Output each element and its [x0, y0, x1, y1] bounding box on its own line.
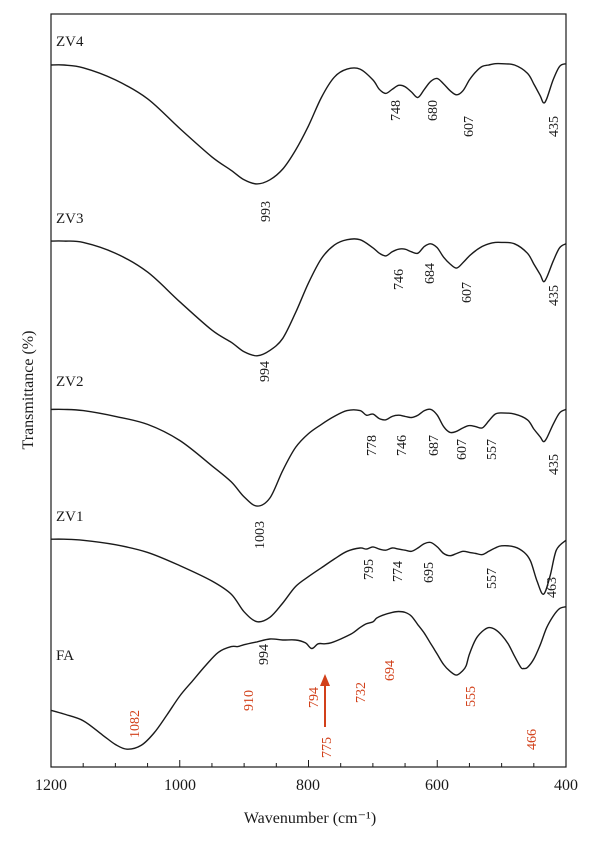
peak-label: 695: [422, 562, 437, 583]
spectra-curves: [50, 62, 567, 750]
curve-zv4: [50, 62, 567, 185]
peak-label: 435: [547, 454, 562, 475]
peak-label-fa: 555: [464, 686, 479, 707]
peak-label: 746: [392, 269, 407, 290]
curve-fa: [50, 606, 567, 750]
peak-label: 684: [423, 263, 438, 284]
peak-labels-zv4: 748 680 607 435 993: [259, 100, 562, 222]
peak-label-fa: 794: [307, 687, 322, 708]
series-label-fa: FA: [56, 648, 74, 664]
curve-zv2: [50, 408, 567, 507]
peak-label: 557: [485, 568, 500, 589]
curve-zv1: [50, 538, 567, 623]
series-label-zv2: ZV2: [56, 374, 84, 390]
peak-label-fa-arrow: 775: [320, 737, 335, 758]
peak-label: 748: [389, 100, 404, 121]
x-tick-label-400: 400: [554, 777, 578, 794]
peak-label: 994: [257, 644, 272, 665]
peak-label: 994: [258, 361, 273, 382]
x-axis-ticks: [50, 760, 567, 767]
series-labels: ZV4 ZV3 ZV2 ZV1 FA: [56, 34, 84, 664]
peak-label: 435: [547, 285, 562, 306]
peak-labels-zv3: 746 684 607 435 994: [258, 263, 562, 382]
peak-label-fa: 910: [242, 690, 257, 711]
x-axis-tick-labels: 1200 1000 800 600 400: [35, 777, 578, 794]
arrow-775: [320, 674, 330, 727]
y-axis-label: Transmittance (%): [20, 331, 37, 450]
peak-label: 680: [426, 100, 441, 121]
x-tick-label-600: 600: [425, 777, 449, 794]
peak-labels-fa: 1082 910 794 732 694 555 466 775: [128, 660, 540, 758]
peak-label: 993: [259, 201, 274, 222]
peak-label: 778: [365, 435, 380, 456]
peak-label: 607: [462, 116, 477, 137]
peak-label: 463: [545, 577, 560, 598]
x-tick-label-1000: 1000: [164, 777, 196, 794]
peak-label: 746: [395, 435, 410, 456]
peak-label-fa: 694: [383, 660, 398, 681]
peak-label: 1003: [253, 521, 268, 549]
peak-labels-zv1: 795 774 695 557 463 994: [257, 559, 560, 665]
series-label-zv1: ZV1: [56, 509, 84, 525]
peak-label-fa: 732: [354, 682, 369, 703]
series-label-zv3: ZV3: [56, 211, 84, 227]
peak-label: 774: [391, 561, 406, 582]
peak-label-fa: 1082: [128, 710, 143, 738]
peak-label-fa: 466: [525, 729, 540, 750]
peak-label: 557: [485, 439, 500, 460]
peak-label: 435: [547, 116, 562, 137]
peak-label: 795: [362, 559, 377, 580]
series-label-zv4: ZV4: [56, 34, 84, 50]
x-tick-label-1200: 1200: [35, 777, 67, 794]
x-tick-label-800: 800: [296, 777, 320, 794]
curve-zv3: [50, 238, 567, 357]
peak-label: 607: [455, 439, 470, 460]
peak-label: 687: [427, 435, 442, 456]
peak-label: 607: [460, 282, 475, 303]
peak-labels-zv2: 778 746 687 607 557 435 1003: [253, 435, 562, 549]
x-axis-label: Wavenumber (cm⁻¹): [244, 810, 376, 827]
